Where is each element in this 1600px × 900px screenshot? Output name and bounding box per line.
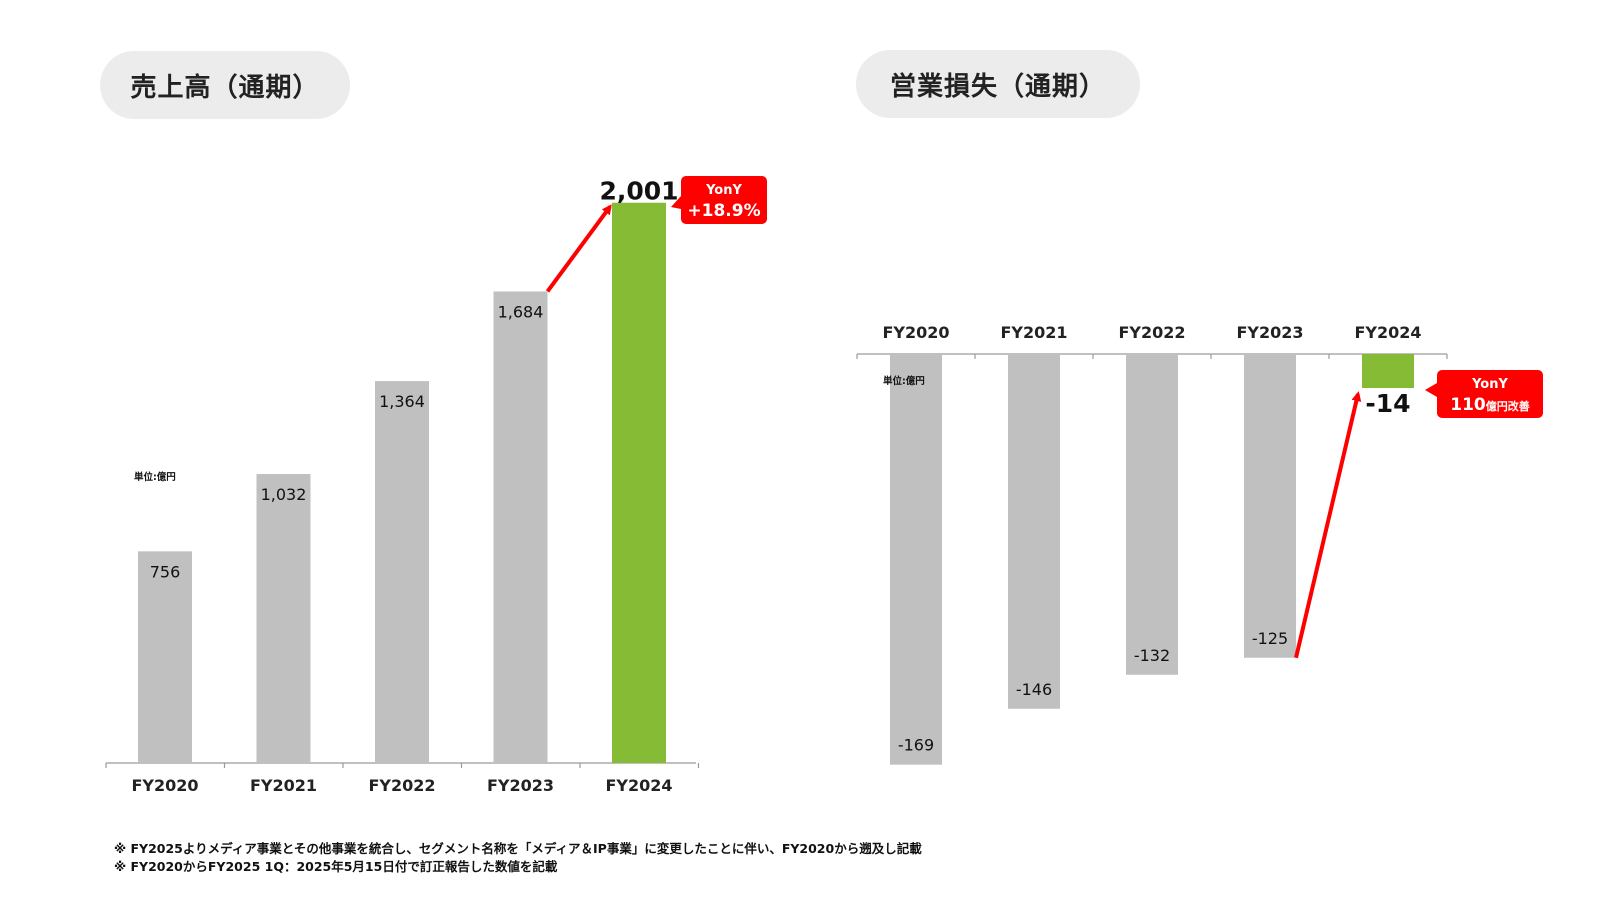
revenue-bar-FY2024 (612, 202, 666, 764)
footnote-1: ※ FY2025よりメディア事業とその他事業を統合し、セグメント名称を「メディア… (114, 841, 922, 856)
loss-improvement-arrow (1294, 391, 1362, 659)
revenue-chart-title: 売上高（通期） (100, 51, 350, 119)
loss-category-label: FY2023 (1236, 323, 1303, 342)
loss-category-label: FY2021 (1000, 323, 1067, 342)
revenue-value-label: 1,364 (379, 392, 425, 411)
loss-yony-callout (1437, 370, 1543, 418)
loss-callout-line1: YonY (1471, 377, 1508, 392)
loss-bar-FY2023 (1244, 354, 1296, 658)
loss-category-label: FY2020 (882, 323, 949, 342)
loss-callout-unit: 億円改善 (1486, 399, 1530, 413)
loss-value-label: -14 (1365, 389, 1410, 418)
revenue-growth-arrow (545, 204, 612, 293)
revenue-value-label: 756 (150, 562, 181, 581)
revenue-bar-FY2023 (493, 291, 548, 763)
revenue-category-label: FY2021 (250, 776, 317, 795)
loss-unit-label: 単位:億円 (883, 375, 925, 387)
loss-bar-FY2024 (1362, 354, 1414, 389)
loss-callout-pointer (1425, 383, 1437, 397)
loss-bar-FY2020 (890, 354, 942, 765)
revenue-value-label: 2,001 (599, 177, 678, 206)
loss-callout-amount: 110 (1450, 395, 1486, 415)
revenue-category-label: FY2023 (487, 776, 554, 795)
revenue-bar-FY2020 (138, 551, 192, 763)
loss-bar-FY2022 (1126, 354, 1178, 675)
revenue-bar-FY2022 (375, 381, 429, 763)
footnote-2: ※ FY2020からFY2025 1Q：2025年5月15日付で訂正報告した数値… (114, 859, 558, 874)
loss-value-label: -146 (1016, 680, 1052, 699)
revenue-value-label: 1,684 (498, 302, 544, 321)
revenue-callout-pointer (671, 196, 681, 209)
loss-bar-FY2021 (1008, 354, 1060, 709)
operating-loss-chart-title: 営業損失（通期） (856, 50, 1140, 118)
revenue-category-label: FY2020 (131, 776, 198, 795)
revenue-callout-line2: +18.9% (687, 201, 760, 221)
operating-loss-chart: -169 FY2020 -146 FY2021 -132 FY2022 -125 FY2023… (856, 323, 1543, 765)
revenue-chart: 756 FY2020 1,032 FY2021 1,364 FY2022 1,684 FY20… (105, 176, 767, 795)
loss-value-label: -169 (898, 736, 934, 755)
loss-callout-line2: 110億円改善 (1450, 395, 1530, 415)
loss-category-label: FY2022 (1118, 323, 1185, 342)
revenue-category-label: FY2024 (605, 776, 672, 795)
loss-value-label: -125 (1252, 629, 1288, 648)
revenue-value-label: 1,032 (261, 485, 307, 504)
revenue-callout-line1: YonY (705, 183, 742, 198)
revenue-unit-label: 単位:億円 (134, 471, 176, 483)
revenue-bar-FY2021 (256, 474, 311, 763)
revenue-yony-callout (681, 176, 767, 224)
loss-category-label: FY2024 (1354, 323, 1421, 342)
revenue-category-label: FY2022 (368, 776, 435, 795)
loss-value-label: -132 (1134, 646, 1170, 665)
